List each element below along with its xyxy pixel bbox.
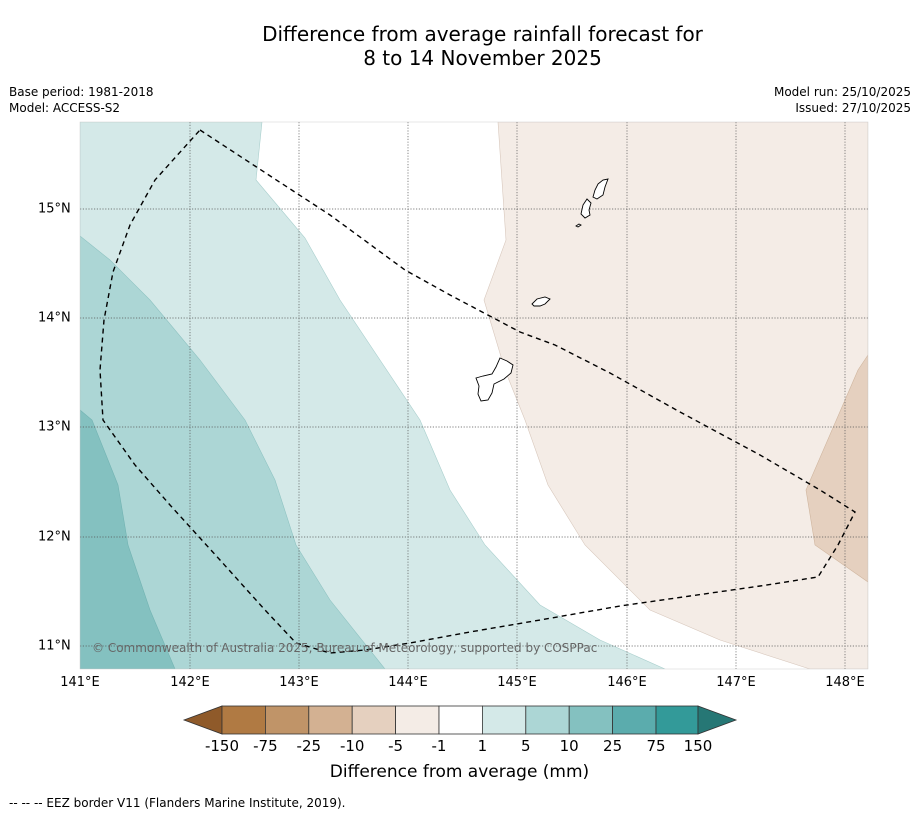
colorbar-swatch [568, 705, 614, 735]
title-line-2: 8 to 14 November 2025 [363, 46, 602, 70]
x-tick-label: 146°E [607, 675, 647, 690]
island-aguijan [575, 223, 582, 228]
colorbar-extend-high [697, 705, 738, 735]
colorbar [182, 705, 738, 735]
colorbar-tick-label: 25 [603, 737, 623, 755]
island-guam [475, 357, 514, 402]
x-tick-label: 147°E [716, 675, 756, 690]
colorbar-tick-label: 10 [559, 737, 579, 755]
x-tick-label: 144°E [388, 675, 428, 690]
y-tick-label: 12°N [38, 529, 71, 545]
y-tick-label: 15°N [38, 201, 71, 217]
colorbar-swatch [525, 705, 570, 735]
map-title: Difference from average rainfall forecas… [0, 22, 919, 70]
colorbar-tick-label: 1 [477, 737, 488, 755]
colorbar-extend-low [182, 705, 223, 735]
wet-zone-medium [80, 235, 386, 669]
y-tick-label: 11°N [38, 638, 71, 654]
colorbar-tick-label: -10 [339, 737, 365, 755]
colorbar-tick-label: -5 [388, 737, 404, 755]
dry-zone-light [483, 122, 868, 669]
eez-border [99, 129, 856, 654]
x-tick-label: 141°E [60, 675, 100, 690]
colorbar-swatch [481, 705, 527, 735]
map-frame [79, 121, 869, 670]
model-run-label: Model run: 25/10/2025 [773, 85, 911, 99]
issued-label: Issued: 27/10/2025 [795, 101, 911, 115]
wet-zone-strong [80, 409, 176, 669]
x-tick-label: 143°E [279, 675, 319, 690]
colorbar-label: Difference from average (mm) [329, 762, 590, 782]
island-outlines [475, 178, 609, 402]
meta-right: Model run: 25/10/2025 Issued: 27/10/2025 [774, 84, 911, 116]
x-tick-label: 142°E [170, 675, 210, 690]
island-rota [531, 296, 551, 307]
copyright-notice: © Commonwealth of Australia 2025, Bureau… [92, 641, 598, 655]
meta-left: Base period: 1981-2018 Model: ACCESS-S2 [9, 84, 154, 116]
colorbar-swatch [438, 705, 483, 735]
colorbar-swatch [612, 705, 657, 735]
y-tick-label: 13°N [38, 419, 71, 435]
model-label: Model: ACCESS-S2 [9, 101, 121, 115]
base-period-label: Base period: 1981-2018 [9, 85, 154, 99]
colorbar-swatch [264, 705, 310, 735]
colorbar-tick-label: 5 [521, 737, 531, 755]
colorbar-swatch [655, 705, 699, 735]
colorbar-swatch [351, 705, 397, 735]
colorbar-tick-label: -25 [296, 737, 322, 755]
colorbar-tick-label: -75 [253, 737, 278, 755]
island-saipan [592, 178, 609, 200]
title-line-1: Difference from average rainfall forecas… [262, 22, 703, 46]
colorbar-tick-label: -150 [204, 737, 240, 755]
colorbar-swatch [395, 705, 440, 735]
colorbar-tick-label: -1 [431, 737, 447, 755]
y-tick-label: 14°N [38, 310, 71, 326]
dry-zone-medium [805, 354, 868, 583]
colorbar-swatch [221, 705, 266, 735]
colorbar-tick-label: 75 [646, 737, 666, 755]
colorbar-tick-label: 150 [683, 737, 713, 755]
eez-footnote: -- -- -- EEZ border V11 (Flanders Marine… [9, 796, 346, 810]
x-tick-label: 145°E [497, 675, 537, 690]
colorbar-swatch [308, 705, 353, 735]
x-tick-label: 148°E [825, 675, 865, 690]
island-tinian [580, 198, 592, 219]
